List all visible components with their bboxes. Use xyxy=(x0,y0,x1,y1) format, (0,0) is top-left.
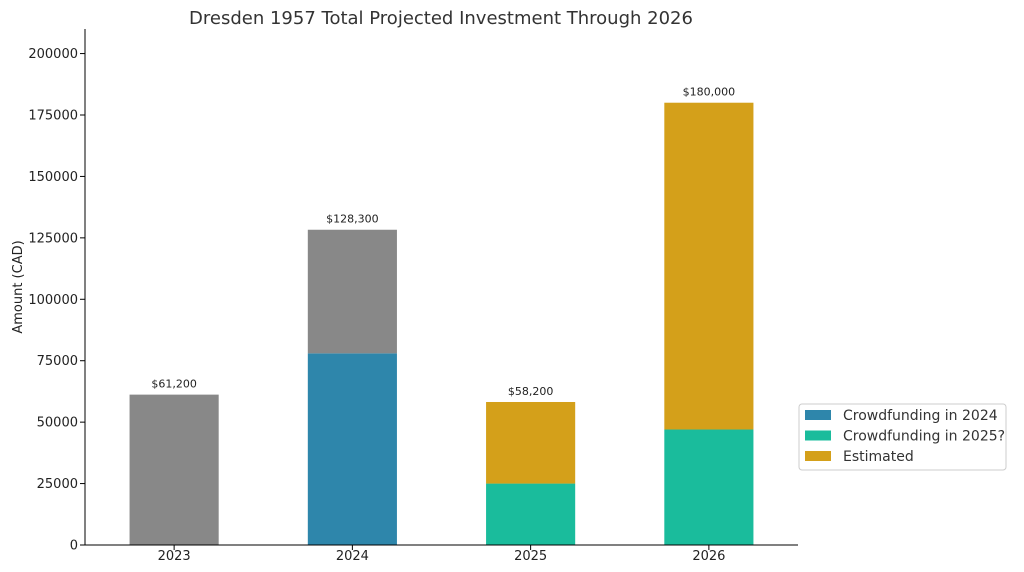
chart-title: Dresden 1957 Total Projected Investment … xyxy=(189,8,693,29)
y-axis-label: Amount (CAD) xyxy=(11,240,26,333)
x-tick-label: 2023 xyxy=(158,549,191,564)
total-label-2023: $61,200 xyxy=(151,378,197,391)
y-tick-label: 175000 xyxy=(28,109,78,124)
legend-box xyxy=(798,403,1007,471)
bar-segment-2026-6 xyxy=(664,102,754,430)
total-label-2026: $180,000 xyxy=(683,86,736,99)
y-tick-label: 75000 xyxy=(37,354,78,369)
legend-label: Crowdfunding in 2024 xyxy=(843,408,998,424)
x-tick-label: 2026 xyxy=(692,549,725,564)
y-tick-label: 125000 xyxy=(28,231,78,246)
legend-swatch xyxy=(805,451,831,461)
legend-swatch xyxy=(805,430,831,441)
total-label-2024: $128,300 xyxy=(326,213,379,226)
bar-segment-2025-3 xyxy=(486,483,576,545)
y-tick-label: 0 xyxy=(70,539,78,554)
bar-segment-2025-4 xyxy=(486,401,576,484)
bar-segment-2026-5 xyxy=(664,429,754,545)
legend: Crowdfunding in 2024 Crowdfunding in 2025… xyxy=(798,403,1007,471)
bar-segment-2023-0 xyxy=(129,394,219,545)
y-tick-label: 150000 xyxy=(28,170,78,185)
y-tick-label: 100000 xyxy=(28,293,78,308)
x-tick-label: 2024 xyxy=(336,549,369,564)
x-tick-label: 2025 xyxy=(514,549,547,564)
plot-area: $61,200 $128,300 $58,200 $180,000 xyxy=(129,86,754,545)
y-axis: 0 25000 50000 75000 100000 125000 150000 175000… xyxy=(28,29,86,554)
legend-label: Crowdfunding in 2025? xyxy=(843,429,1005,445)
y-tick-label: 50000 xyxy=(37,416,78,431)
bar-segment-2024-2 xyxy=(307,229,397,354)
y-tick-label: 25000 xyxy=(37,477,78,492)
total-label-2025: $58,200 xyxy=(508,385,554,398)
legend-label: Estimated xyxy=(843,449,914,465)
legend-swatch xyxy=(805,410,831,420)
x-axis: 2023 2024 2025 2026 xyxy=(85,544,798,564)
y-tick-label: 200000 xyxy=(28,47,78,62)
bar-segment-2024-1 xyxy=(307,353,397,545)
